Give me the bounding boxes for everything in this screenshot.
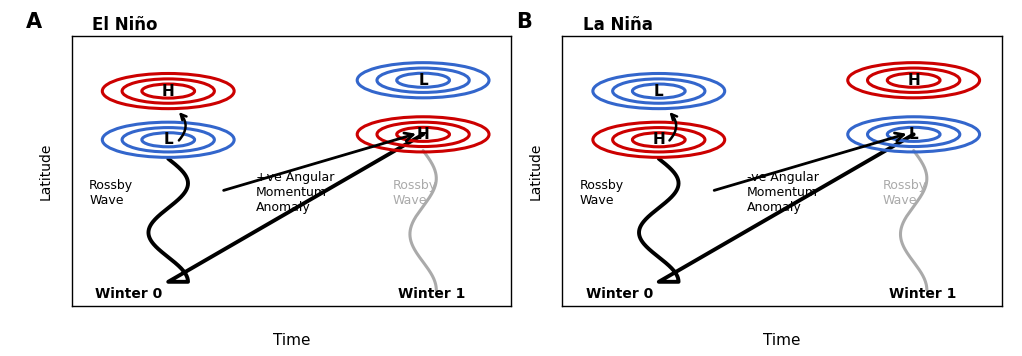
Text: L: L: [909, 127, 919, 142]
Text: Winter 1: Winter 1: [399, 287, 466, 301]
Text: L: L: [164, 132, 173, 147]
Text: H: H: [908, 73, 920, 88]
Text: Rossby
Wave: Rossby Wave: [89, 178, 133, 206]
Text: L: L: [654, 84, 663, 99]
Text: Rossby
Wave: Rossby Wave: [883, 178, 927, 206]
Text: H: H: [161, 84, 175, 99]
Text: Winter 0: Winter 0: [586, 287, 653, 301]
Text: Rossby
Wave: Rossby Wave: [392, 178, 436, 206]
Text: Time: Time: [273, 333, 310, 348]
Text: A: A: [26, 12, 42, 32]
Text: Time: Time: [763, 333, 800, 348]
Text: -ve Angular
Momentum
Anomaly: -ve Angular Momentum Anomaly: [747, 171, 819, 214]
Text: L: L: [418, 73, 428, 88]
Text: H: H: [417, 127, 429, 142]
Text: Winter 1: Winter 1: [889, 287, 957, 301]
Text: Winter 0: Winter 0: [95, 287, 162, 301]
Text: El Niño: El Niño: [92, 16, 157, 34]
Text: Latitude: Latitude: [528, 142, 543, 200]
Text: La Niña: La Niña: [583, 16, 652, 34]
Text: +ve Angular
Momentum
Anomaly: +ve Angular Momentum Anomaly: [257, 171, 334, 214]
Text: H: H: [652, 132, 665, 147]
Text: B: B: [516, 12, 532, 32]
Text: Rossby
Wave: Rossby Wave: [579, 178, 623, 206]
Text: Latitude: Latitude: [38, 142, 52, 200]
